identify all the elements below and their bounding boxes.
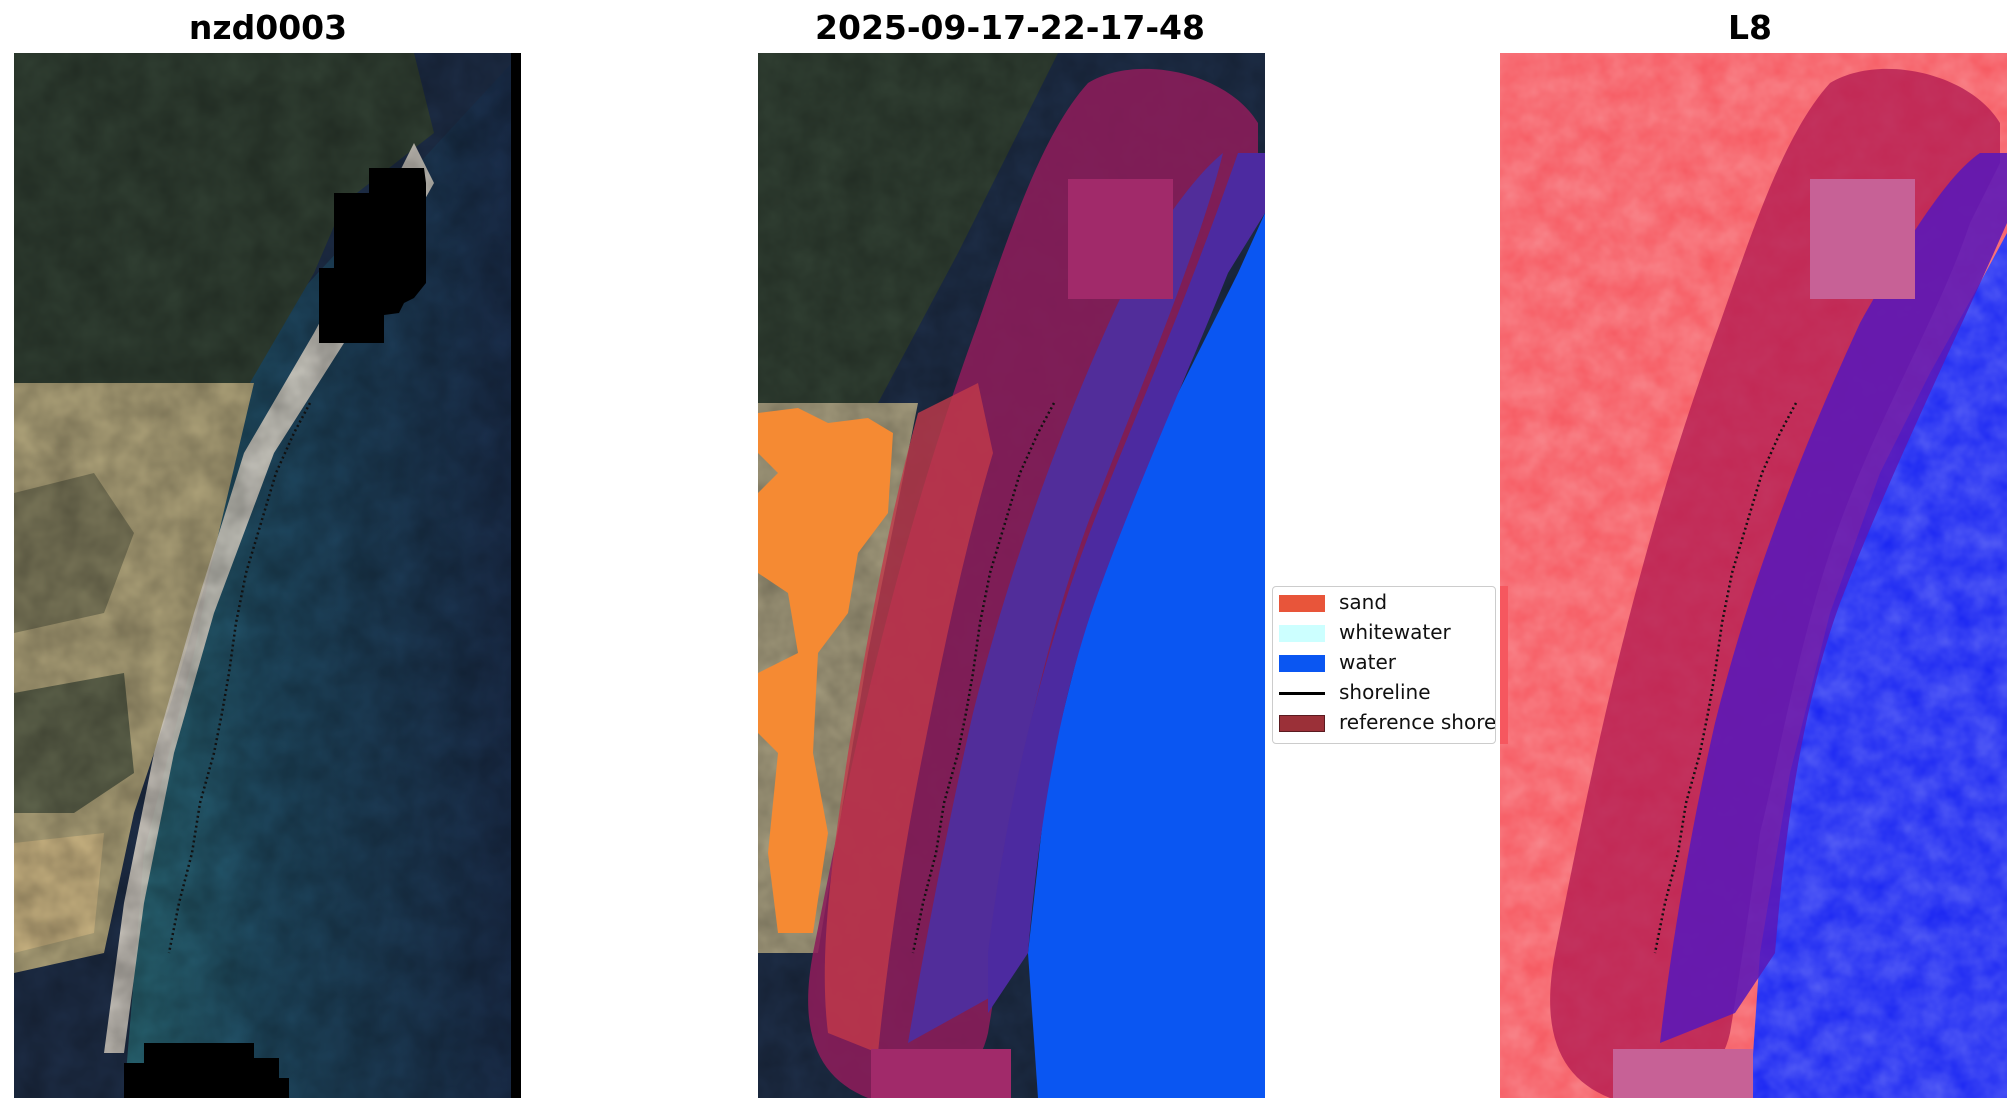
legend: sand whitewater water shoreline referenc…: [1272, 586, 1496, 744]
masked-cloud-top: [1068, 179, 1173, 299]
shoreline-swatch: [1279, 692, 1325, 695]
buffer-water-portion: [988, 153, 1265, 1013]
index-image: [1500, 53, 2007, 1098]
legend-item-sand: sand: [1273, 587, 1495, 617]
legend-item-shoreline: shoreline: [1273, 677, 1495, 707]
legend-label-water: water: [1339, 650, 1396, 674]
sand-class-area: [758, 408, 893, 933]
legend-label-reference-buffer: reference shoreline buffer: [1339, 710, 1496, 734]
legend-label-shoreline: shoreline: [1339, 680, 1431, 704]
panel-title-index: L8: [1728, 8, 1772, 47]
rgb-satellite-image: [14, 53, 521, 1098]
buffer-sand-portion: [824, 383, 993, 1053]
buffer-water-portion: [908, 153, 1223, 1043]
classified-image: [758, 53, 1265, 1098]
index-panel-clip-edge: [1500, 586, 1508, 744]
legend-item-reference-buffer: reference shoreline buffer: [1273, 707, 1496, 737]
reference-buffer-swatch: [1279, 715, 1325, 732]
masked-cloud-bottom: [871, 1049, 1011, 1098]
water-swatch: [1279, 655, 1325, 672]
legend-label-whitewater: whitewater: [1339, 620, 1451, 644]
masked-cloud-top: [1810, 179, 1915, 299]
cloud-mask-bottom: [124, 1043, 289, 1098]
sand-swatch: [1279, 595, 1325, 612]
panel-title-rgb: nzd0003: [188, 8, 348, 47]
noise-overlay: [14, 53, 521, 1098]
legend-label-sand: sand: [1339, 590, 1388, 614]
masked-cloud-bottom: [1613, 1049, 1753, 1098]
buffer-water-portion: [1660, 153, 2007, 1043]
legend-item-water: water: [1273, 647, 1495, 677]
cloud-mask-top: [319, 168, 426, 343]
panel-title-classified: 2025-09-17-22-17-48: [815, 8, 1205, 47]
no-data-edge: [511, 53, 521, 1098]
water-class-area: [1028, 213, 1265, 1098]
legend-item-whitewater: whitewater: [1273, 617, 1495, 647]
whitewater-swatch: [1279, 625, 1325, 642]
